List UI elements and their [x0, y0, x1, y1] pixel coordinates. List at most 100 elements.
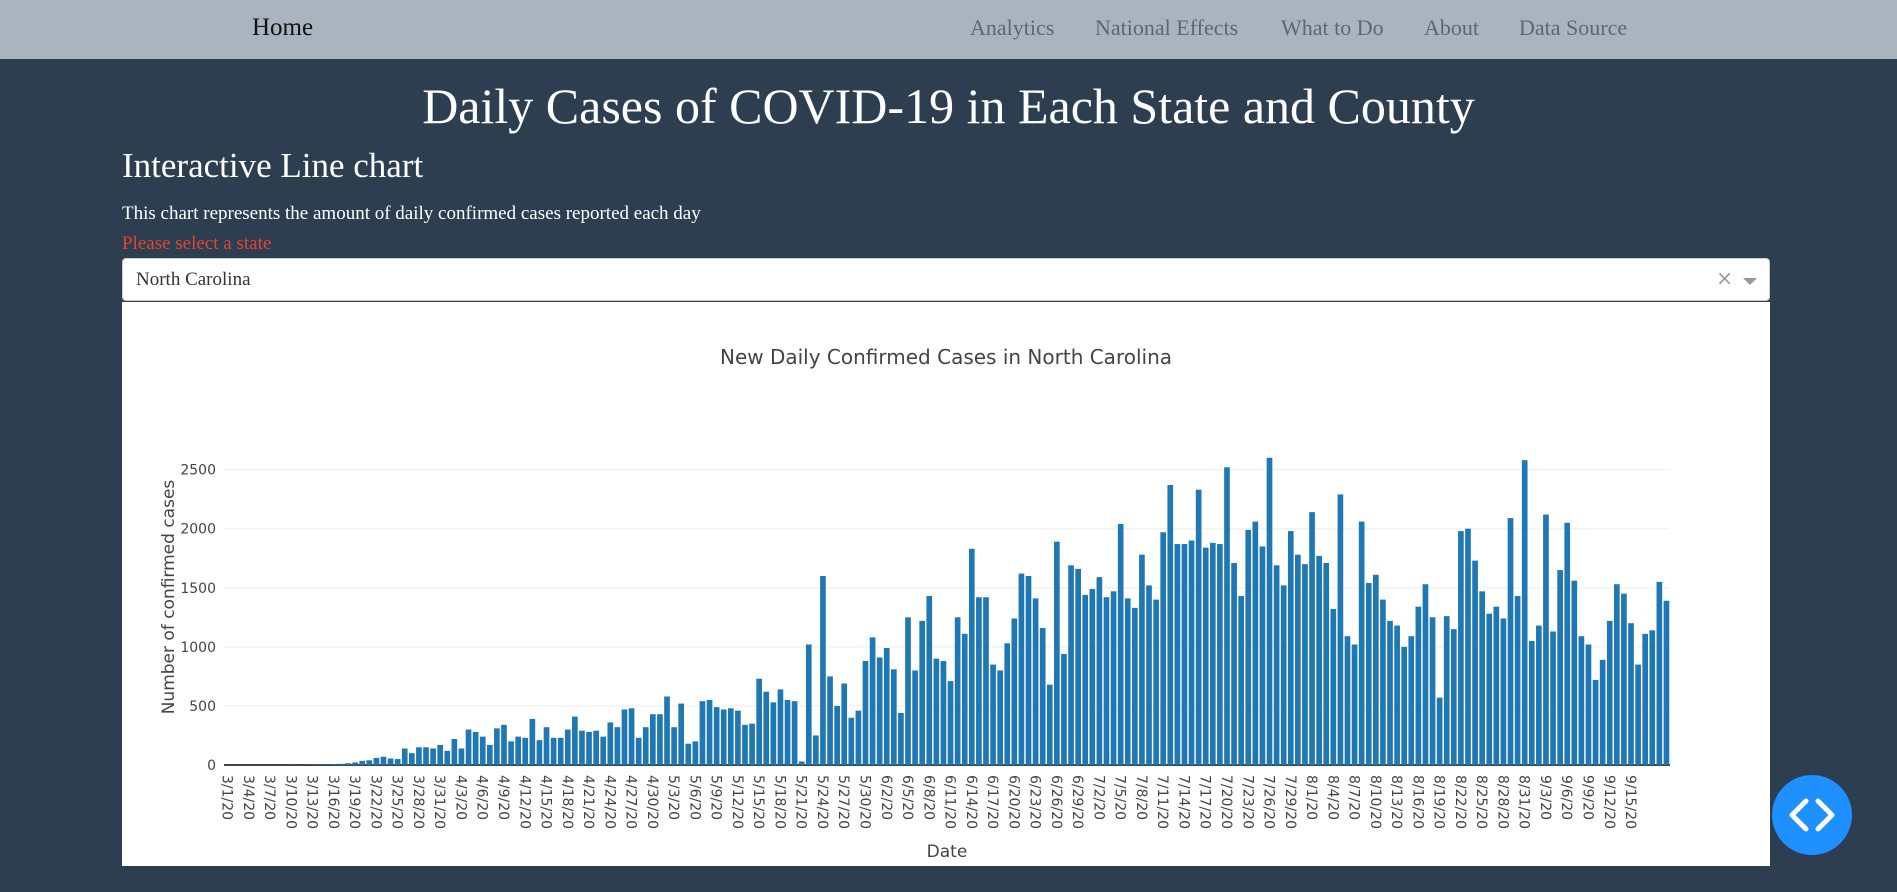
chart-bar[interactable] [727, 708, 734, 765]
chart-bar[interactable] [1259, 546, 1266, 765]
chart-bar[interactable] [451, 739, 458, 765]
chart-bar[interactable] [593, 730, 599, 765]
chart-bar[interactable] [827, 676, 833, 765]
chart-bar[interactable] [1479, 591, 1485, 765]
chart-bar[interactable] [1472, 560, 1478, 765]
chart-bar[interactable] [557, 737, 564, 765]
chart-bar[interactable] [905, 617, 911, 765]
chart-bar[interactable] [855, 710, 862, 765]
chart-bar[interactable] [756, 678, 762, 765]
chart-bar[interactable] [834, 705, 840, 765]
chart-bar[interactable] [1642, 633, 1649, 765]
chart-bar[interactable] [1649, 630, 1656, 765]
chart-bar[interactable] [1358, 521, 1365, 765]
chart-bar[interactable] [664, 696, 670, 765]
chart-bar[interactable] [465, 729, 472, 765]
chart-bar[interactable] [1528, 640, 1535, 765]
chart-bar[interactable] [784, 700, 791, 765]
chart-bar[interactable] [997, 670, 1003, 765]
chart-bar[interactable] [529, 718, 536, 765]
chart-bar[interactable] [401, 748, 408, 765]
chart-bar[interactable] [983, 597, 989, 765]
chart-bar[interactable] [564, 729, 571, 765]
chart-bar[interactable] [1075, 568, 1081, 765]
chart-bar[interactable] [1025, 575, 1032, 765]
chart-bar[interactable] [1521, 460, 1528, 765]
chart-bar[interactable] [678, 703, 685, 765]
chart-bar[interactable] [1032, 598, 1039, 765]
chart-bar[interactable] [600, 736, 607, 765]
chart-bar[interactable] [1018, 573, 1025, 765]
chart-bar[interactable] [735, 710, 741, 765]
chart-bar[interactable] [515, 736, 521, 765]
chart-bar[interactable] [692, 741, 699, 765]
chart-bar[interactable] [1188, 540, 1195, 765]
chart-bar[interactable] [1231, 562, 1237, 765]
chart-bar[interactable] [1536, 625, 1542, 765]
chart-bar[interactable] [1273, 565, 1280, 765]
chart-bar[interactable] [380, 756, 387, 765]
chart-bar[interactable] [494, 728, 500, 765]
chart-bar[interactable] [1486, 613, 1493, 765]
chart-bar[interactable] [1351, 644, 1358, 765]
chart-bar[interactable] [1245, 529, 1252, 765]
chart-bar[interactable] [1656, 581, 1663, 765]
chart-bar[interactable] [1606, 620, 1613, 765]
chart-bar[interactable] [1252, 521, 1259, 765]
chart-bar[interactable] [777, 689, 784, 765]
chart-bar[interactable] [1429, 617, 1436, 765]
chart-bar[interactable] [1046, 684, 1053, 765]
chart-bar[interactable] [1146, 585, 1152, 765]
chart-bar[interactable] [1450, 629, 1457, 765]
chart-bar[interactable] [1295, 554, 1301, 765]
chart-bar[interactable] [1167, 484, 1174, 765]
chart-bar[interactable] [1401, 646, 1408, 765]
chart-bar[interactable] [628, 708, 635, 765]
chart-bar[interactable] [1415, 606, 1422, 765]
chart-bar[interactable] [1302, 564, 1308, 765]
chart-bar[interactable] [1202, 547, 1209, 765]
chart-bar[interactable] [1493, 606, 1500, 765]
chart-bar[interactable] [409, 753, 415, 765]
chart-bar[interactable] [1224, 467, 1230, 765]
chart-bar[interactable] [1592, 679, 1599, 765]
chart-bar[interactable] [373, 757, 380, 765]
chart-bar[interactable] [1557, 570, 1563, 765]
chart-bar[interactable] [1153, 599, 1159, 765]
chart-bar[interactable] [423, 747, 429, 765]
chart-bar[interactable] [1422, 584, 1429, 765]
chart-bar[interactable] [926, 596, 933, 765]
chart-bar[interactable] [699, 701, 706, 765]
chart-bar[interactable] [1209, 542, 1216, 765]
code-toggle-button[interactable] [1772, 775, 1852, 855]
chart-bar[interactable] [572, 716, 578, 765]
chart-bar[interactable] [841, 683, 848, 765]
nav-link-data-source[interactable]: Data Source [1519, 15, 1628, 40]
chart-bar[interactable] [323, 764, 330, 765]
chart-bar[interactable] [338, 763, 344, 765]
chart-bar[interactable] [813, 735, 819, 765]
chart-bar[interactable] [458, 748, 465, 765]
chart-bar[interactable] [1174, 544, 1181, 765]
chart-bar[interactable] [1039, 627, 1046, 765]
chart-bar[interactable] [820, 575, 826, 765]
chart-bar[interactable] [1443, 616, 1450, 765]
chart-bar[interactable] [1309, 512, 1315, 765]
chart-bar[interactable] [430, 748, 436, 765]
chart-bar[interactable] [1543, 514, 1549, 765]
chart-bar[interactable] [1004, 643, 1011, 765]
chart-bar[interactable] [359, 760, 366, 765]
nav-link-about[interactable]: About [1424, 15, 1479, 40]
chart-bar[interactable] [883, 648, 890, 765]
chart-bar[interactable] [1465, 528, 1471, 765]
chart-bar[interactable] [621, 709, 628, 765]
chart-bar[interactable] [1621, 593, 1627, 765]
chart-bar[interactable] [1571, 580, 1578, 765]
chart-bar[interactable] [968, 548, 975, 765]
chart-bar[interactable] [862, 661, 869, 765]
chart-bar[interactable] [522, 737, 529, 765]
chart-bar[interactable] [1068, 565, 1074, 765]
chart-bar[interactable] [954, 617, 961, 765]
clear-icon[interactable]: × [1716, 266, 1733, 290]
chart-bar[interactable] [387, 758, 394, 766]
